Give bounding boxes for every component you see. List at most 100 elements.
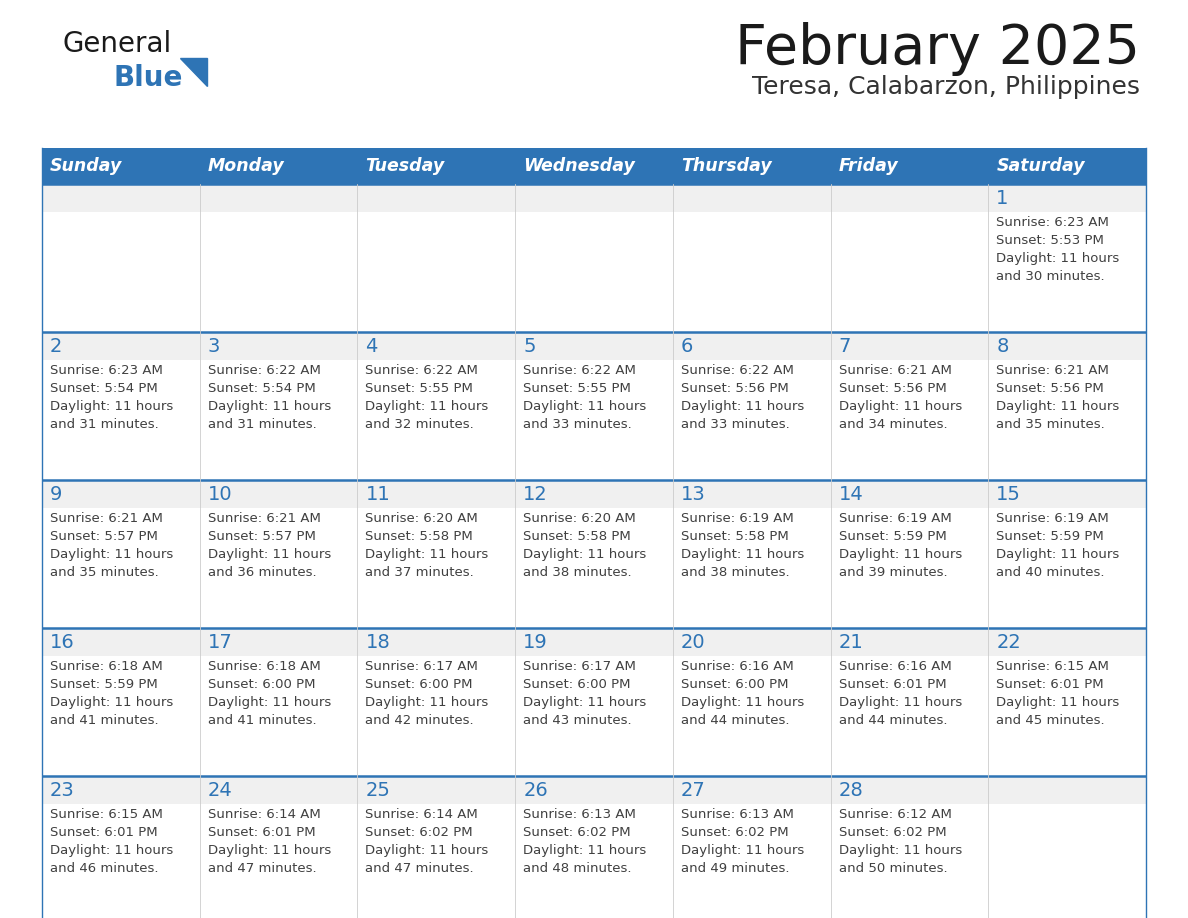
Text: 5: 5 bbox=[523, 337, 536, 356]
Text: Blue: Blue bbox=[114, 64, 183, 92]
Text: Sunset: 5:58 PM: Sunset: 5:58 PM bbox=[523, 530, 631, 543]
Bar bbox=[672, 508, 830, 628]
Bar bbox=[200, 148, 358, 184]
Bar bbox=[200, 776, 358, 804]
Text: Daylight: 11 hours: Daylight: 11 hours bbox=[681, 696, 804, 709]
Bar bbox=[200, 480, 358, 508]
Text: Sunset: 5:54 PM: Sunset: 5:54 PM bbox=[50, 382, 158, 395]
Text: 14: 14 bbox=[839, 485, 864, 504]
Text: Daylight: 11 hours: Daylight: 11 hours bbox=[523, 844, 646, 857]
Text: Daylight: 11 hours: Daylight: 11 hours bbox=[839, 548, 962, 561]
Text: Sunrise: 6:19 AM: Sunrise: 6:19 AM bbox=[997, 512, 1110, 525]
Text: and 32 minutes.: and 32 minutes. bbox=[366, 418, 474, 431]
Text: Sunrise: 6:22 AM: Sunrise: 6:22 AM bbox=[681, 364, 794, 377]
Text: and 33 minutes.: and 33 minutes. bbox=[523, 418, 632, 431]
Bar bbox=[358, 480, 516, 508]
Bar bbox=[516, 508, 672, 628]
Text: Friday: Friday bbox=[839, 157, 898, 175]
Bar bbox=[358, 360, 516, 480]
Text: and 39 minutes.: and 39 minutes. bbox=[839, 566, 947, 579]
Text: and 31 minutes.: and 31 minutes. bbox=[208, 418, 316, 431]
Text: Sunrise: 6:13 AM: Sunrise: 6:13 AM bbox=[681, 808, 794, 821]
Text: 6: 6 bbox=[681, 337, 694, 356]
Bar bbox=[42, 480, 200, 508]
Bar bbox=[830, 148, 988, 184]
Text: Sunset: 6:02 PM: Sunset: 6:02 PM bbox=[366, 826, 473, 839]
Bar bbox=[358, 804, 516, 918]
Text: and 40 minutes.: and 40 minutes. bbox=[997, 566, 1105, 579]
Text: 3: 3 bbox=[208, 337, 220, 356]
Text: Daylight: 11 hours: Daylight: 11 hours bbox=[366, 696, 488, 709]
Text: and 35 minutes.: and 35 minutes. bbox=[50, 566, 159, 579]
Bar bbox=[988, 212, 1146, 332]
Bar bbox=[830, 212, 988, 332]
Text: Sunset: 5:56 PM: Sunset: 5:56 PM bbox=[681, 382, 789, 395]
Text: 1: 1 bbox=[997, 189, 1009, 208]
Text: Daylight: 11 hours: Daylight: 11 hours bbox=[50, 400, 173, 413]
Bar bbox=[42, 776, 200, 804]
Text: 18: 18 bbox=[366, 633, 390, 652]
Bar bbox=[830, 360, 988, 480]
Bar bbox=[830, 804, 988, 918]
Text: Sunset: 5:59 PM: Sunset: 5:59 PM bbox=[839, 530, 947, 543]
Text: Sunrise: 6:20 AM: Sunrise: 6:20 AM bbox=[366, 512, 479, 525]
Text: 23: 23 bbox=[50, 781, 75, 800]
Bar bbox=[200, 508, 358, 628]
Text: Daylight: 11 hours: Daylight: 11 hours bbox=[50, 548, 173, 561]
Bar bbox=[830, 628, 988, 656]
Text: Daylight: 11 hours: Daylight: 11 hours bbox=[839, 400, 962, 413]
Text: Monday: Monday bbox=[208, 157, 284, 175]
Text: Sunrise: 6:22 AM: Sunrise: 6:22 AM bbox=[366, 364, 479, 377]
Text: Sunset: 5:56 PM: Sunset: 5:56 PM bbox=[997, 382, 1104, 395]
Text: and 35 minutes.: and 35 minutes. bbox=[997, 418, 1105, 431]
Text: Sunset: 5:59 PM: Sunset: 5:59 PM bbox=[50, 678, 158, 691]
Text: and 43 minutes.: and 43 minutes. bbox=[523, 714, 632, 727]
Text: Wednesday: Wednesday bbox=[523, 157, 636, 175]
Text: Sunrise: 6:23 AM: Sunrise: 6:23 AM bbox=[997, 216, 1110, 229]
Bar bbox=[516, 656, 672, 776]
Bar bbox=[200, 656, 358, 776]
Text: and 48 minutes.: and 48 minutes. bbox=[523, 862, 632, 875]
Bar bbox=[988, 480, 1146, 508]
Bar bbox=[516, 212, 672, 332]
Text: Sunset: 6:02 PM: Sunset: 6:02 PM bbox=[839, 826, 946, 839]
Text: and 44 minutes.: and 44 minutes. bbox=[681, 714, 789, 727]
Text: Sunrise: 6:19 AM: Sunrise: 6:19 AM bbox=[681, 512, 794, 525]
Text: Tuesday: Tuesday bbox=[366, 157, 444, 175]
Text: Sunrise: 6:15 AM: Sunrise: 6:15 AM bbox=[997, 660, 1110, 673]
Bar bbox=[672, 360, 830, 480]
Text: Daylight: 11 hours: Daylight: 11 hours bbox=[523, 548, 646, 561]
Bar bbox=[42, 360, 200, 480]
Bar bbox=[200, 360, 358, 480]
Text: Sunrise: 6:23 AM: Sunrise: 6:23 AM bbox=[50, 364, 163, 377]
Text: and 45 minutes.: and 45 minutes. bbox=[997, 714, 1105, 727]
Bar bbox=[830, 508, 988, 628]
Bar bbox=[42, 804, 200, 918]
Text: 22: 22 bbox=[997, 633, 1020, 652]
Text: and 38 minutes.: and 38 minutes. bbox=[681, 566, 790, 579]
Text: 8: 8 bbox=[997, 337, 1009, 356]
Text: Daylight: 11 hours: Daylight: 11 hours bbox=[681, 400, 804, 413]
Bar bbox=[42, 628, 200, 656]
Text: and 47 minutes.: and 47 minutes. bbox=[208, 862, 316, 875]
Text: Thursday: Thursday bbox=[681, 157, 772, 175]
Bar bbox=[988, 628, 1146, 656]
Bar bbox=[672, 628, 830, 656]
Bar bbox=[200, 212, 358, 332]
Text: Daylight: 11 hours: Daylight: 11 hours bbox=[366, 844, 488, 857]
Bar bbox=[516, 804, 672, 918]
Text: Sunrise: 6:15 AM: Sunrise: 6:15 AM bbox=[50, 808, 163, 821]
Text: Sunset: 5:57 PM: Sunset: 5:57 PM bbox=[50, 530, 158, 543]
Bar bbox=[358, 628, 516, 656]
Text: Daylight: 11 hours: Daylight: 11 hours bbox=[523, 400, 646, 413]
Text: 21: 21 bbox=[839, 633, 864, 652]
Bar bbox=[516, 776, 672, 804]
Text: 24: 24 bbox=[208, 781, 233, 800]
Text: Sunset: 5:58 PM: Sunset: 5:58 PM bbox=[366, 530, 473, 543]
Text: Sunrise: 6:13 AM: Sunrise: 6:13 AM bbox=[523, 808, 636, 821]
Text: and 30 minutes.: and 30 minutes. bbox=[997, 270, 1105, 283]
Text: Sunrise: 6:12 AM: Sunrise: 6:12 AM bbox=[839, 808, 952, 821]
Text: Sunrise: 6:21 AM: Sunrise: 6:21 AM bbox=[208, 512, 321, 525]
Text: 26: 26 bbox=[523, 781, 548, 800]
Text: 2: 2 bbox=[50, 337, 63, 356]
